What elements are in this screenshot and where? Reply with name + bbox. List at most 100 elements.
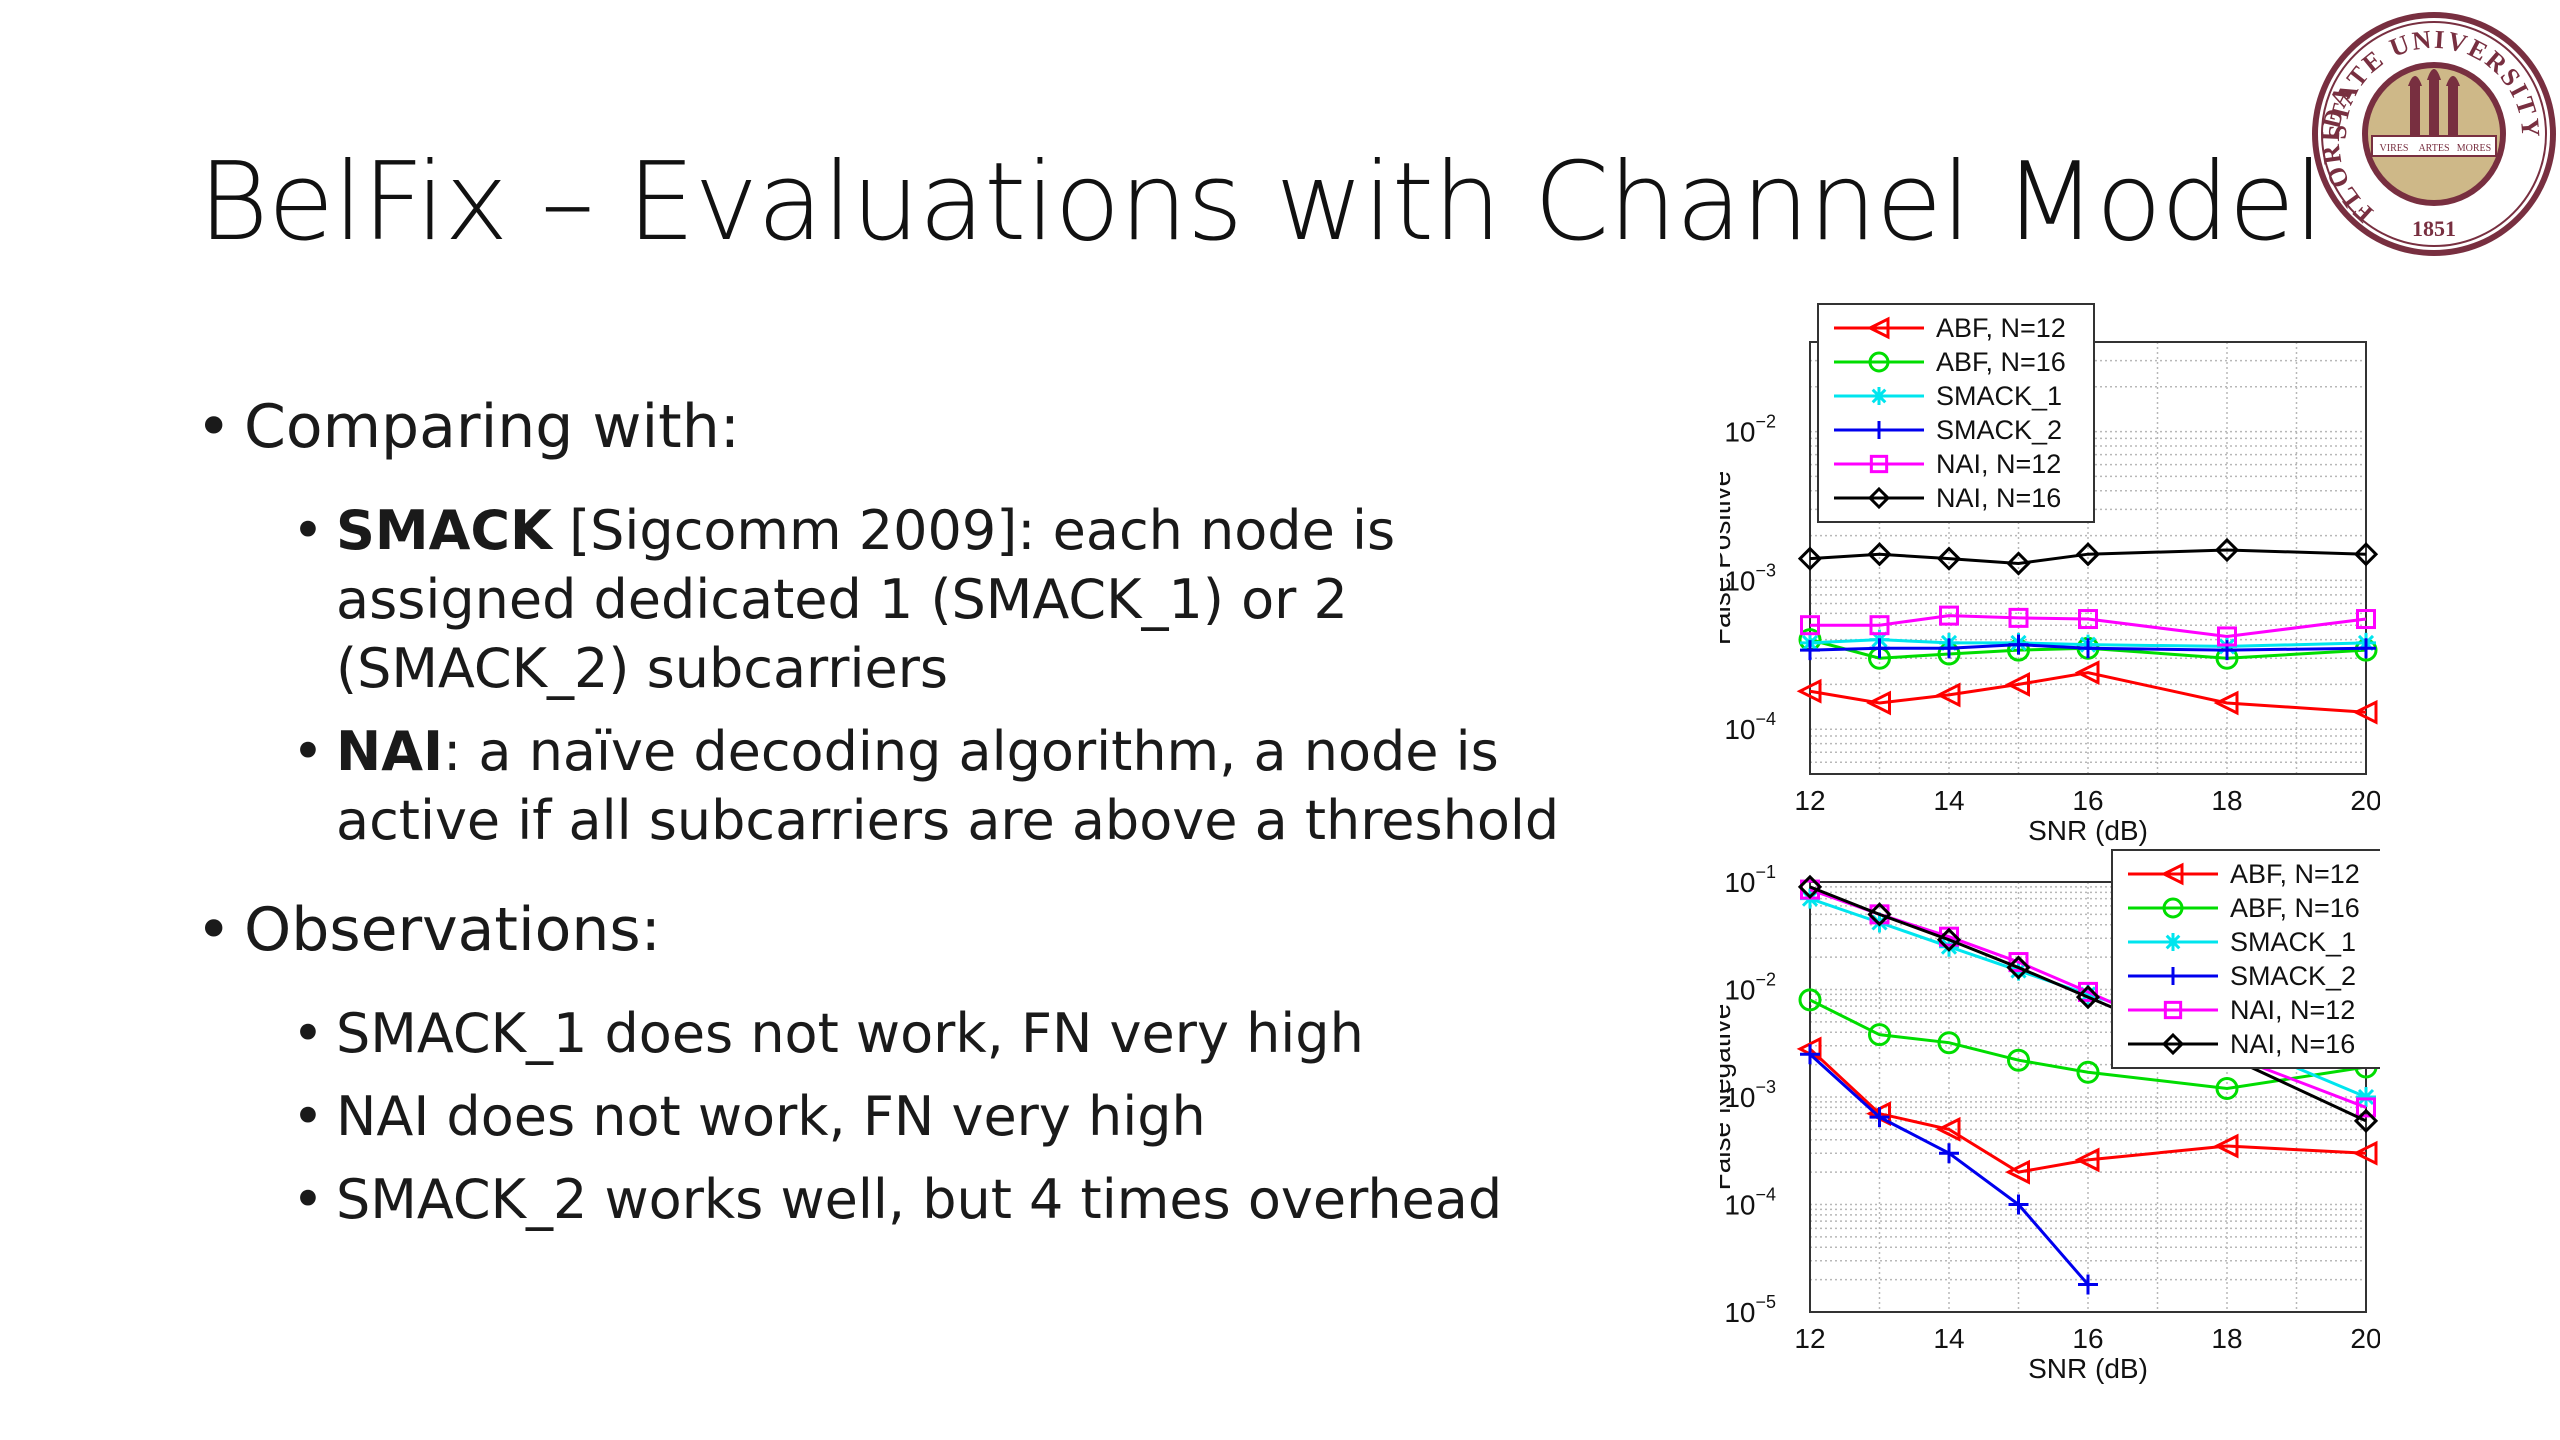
data-point	[2213, 690, 2239, 716]
data-point	[1869, 615, 1890, 636]
legend: ABF, N=12 ABF, N=16 SMACK_1 SMACK_2 NAI, N=1…	[1817, 303, 2095, 523]
data-point	[2352, 1140, 2378, 1166]
x-tick-label: 12	[1794, 785, 1825, 816]
x-tick-label: 18	[2211, 1323, 2242, 1354]
y-tick-label: 10−2	[1724, 412, 1776, 448]
university-seal-logo: VIRES ARTES MORES STATE UNIVERSITY FLORI…	[2312, 12, 2556, 256]
y-tick-label: 10−4	[1724, 709, 1776, 745]
seal-year: 1851	[2412, 216, 2456, 241]
y-tick-base: 10	[1724, 1190, 1755, 1221]
y-tick-exponent: −3	[1755, 1077, 1776, 1097]
data-point	[1870, 421, 1888, 439]
legend-entry: ABF, N=12	[1936, 313, 2066, 343]
series-line	[1809, 998, 2367, 1091]
x-axis-label: SNR (dB)	[2028, 815, 2148, 846]
data-point	[2078, 638, 2098, 659]
smack-description: [Sigcomm 2009]: each node is assigned de…	[336, 499, 1396, 700]
data-point	[1935, 682, 1961, 708]
data-point	[2078, 1274, 2098, 1295]
smack-term: SMACK	[336, 499, 552, 562]
slide-title: BelFix – Evaluations with Channel Model	[198, 140, 2324, 265]
data-point	[1797, 546, 1823, 571]
nai-term: NAI	[336, 720, 444, 783]
data-point	[1939, 605, 1959, 626]
data-point	[2006, 955, 2031, 980]
data-point	[2160, 862, 2184, 886]
y-tick-exponent: −2	[1755, 412, 1776, 432]
data-point	[1867, 902, 1892, 927]
legend-entry: ABF, N=16	[1936, 347, 2066, 377]
x-tick-label: 16	[2072, 785, 2103, 816]
data-point	[2075, 542, 2101, 567]
observation-item: NAI does not work, FN very high	[292, 1082, 1646, 1151]
seal-banner-word: VIRES	[2380, 143, 2409, 154]
data-point	[2074, 660, 2100, 686]
data-point	[2074, 1147, 2100, 1173]
data-point	[1939, 936, 1959, 957]
data-point	[2162, 897, 2184, 919]
data-point	[2217, 626, 2237, 647]
x-axis-label: SNR (dB)	[2028, 1353, 2148, 1384]
data-point	[2007, 1048, 2030, 1072]
data-point	[1869, 1107, 1890, 1128]
y-axis-label: False Negative	[1720, 1004, 1736, 1191]
data-point	[2164, 933, 2182, 951]
series-line	[1809, 548, 2367, 565]
data-point	[2356, 1097, 2376, 1118]
y-tick-exponent: −1	[1755, 862, 1776, 882]
y-tick-base: 10	[1724, 565, 1755, 596]
data-point	[1866, 690, 1891, 716]
x-tick-label: 12	[1794, 1323, 1825, 1354]
data-point	[2078, 609, 2098, 630]
data-point	[2075, 984, 2101, 1010]
data-point	[2215, 1076, 2239, 1100]
data-point	[2214, 537, 2240, 563]
series-abf-n-12	[1796, 660, 2378, 725]
y-tick-base: 10	[1724, 1082, 1755, 1113]
data-point	[1939, 638, 1959, 659]
data-point	[2217, 640, 2237, 661]
data-point	[2008, 1194, 2029, 1215]
y-tick-base: 10	[1724, 1297, 1755, 1328]
data-point	[1939, 1143, 1959, 1164]
legend: ABF, N=12 ABF, N=16 SMACK_1 SMACK_2 NAI, N=1…	[2111, 849, 2380, 1069]
legend-entry: NAI, N=16	[2230, 1029, 2355, 1059]
y-tick-base: 10	[1724, 975, 1755, 1006]
series-line	[1810, 614, 2367, 638]
y-tick-label: 10−1	[1724, 862, 1776, 898]
bullet-comparing: Comparing with:	[196, 392, 1646, 462]
y-tick-exponent: −5	[1755, 1292, 1776, 1312]
data-point	[1798, 988, 1822, 1012]
data-point	[2213, 1133, 2239, 1159]
legend-entry: ABF, N=12	[2230, 859, 2360, 889]
legend-entry: NAI, N=16	[1936, 483, 2061, 513]
legend-box	[1817, 303, 2095, 523]
data-point	[2078, 984, 2098, 1005]
bullet-smack: SMACK [Sigcomm 2009]: each node is assig…	[292, 496, 1646, 703]
y-tick-label: 10−3	[1724, 560, 1776, 596]
y-tick-label: 10−3	[1724, 1077, 1776, 1113]
x-tick-label: 20	[2350, 785, 2380, 816]
observation-item: SMACK_2 works well, but 4 times overhead	[292, 1165, 1646, 1234]
x-tick-label: 18	[2211, 785, 2242, 816]
data-point	[1869, 454, 1889, 474]
observation-item: SMACK_1 does not work, FN very high	[292, 999, 1646, 1068]
legend-entry: SMACK_1	[2230, 927, 2356, 957]
data-point	[2163, 1000, 2183, 1020]
data-point	[2005, 1159, 2030, 1185]
y-tick-base: 10	[1724, 714, 1755, 745]
y-tick-label: 10−5	[1724, 1292, 1776, 1328]
y-tick-exponent: −4	[1755, 709, 1776, 729]
data-point	[1800, 1044, 1820, 1065]
x-tick-label: 20	[2350, 1323, 2380, 1354]
data-point	[2006, 551, 2031, 576]
x-tick-label: 16	[2072, 1323, 2103, 1354]
data-point	[1867, 486, 1891, 510]
data-point	[1868, 351, 1890, 373]
data-point	[1866, 316, 1890, 340]
series-nai-n-16	[1797, 537, 2379, 576]
data-point	[2352, 699, 2378, 725]
data-point	[1868, 1023, 1891, 1047]
data-point	[1800, 615, 1820, 636]
data-point	[2356, 638, 2376, 659]
